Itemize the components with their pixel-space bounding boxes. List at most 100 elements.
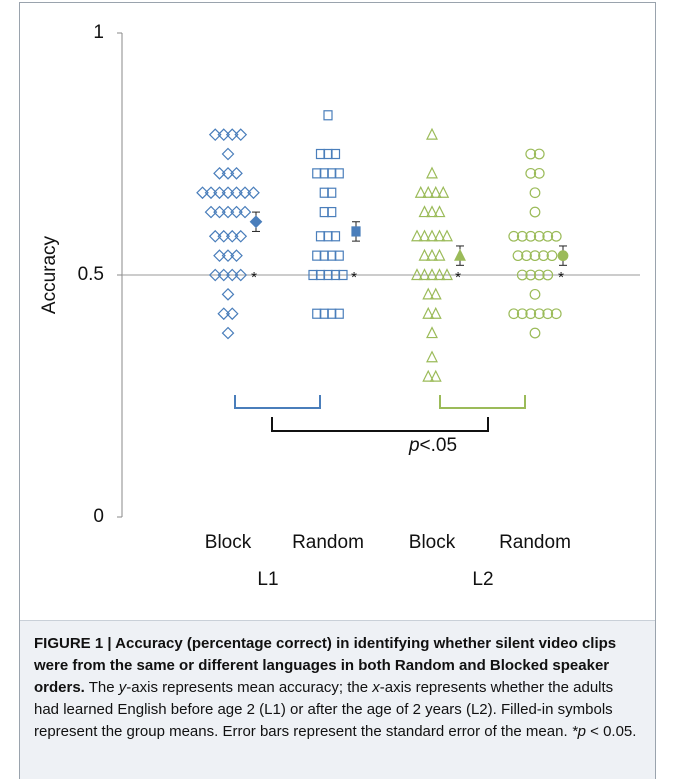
data-point: [426, 127, 438, 140]
data-point: [533, 167, 545, 179]
bracket: [234, 395, 321, 409]
data-point: [319, 250, 329, 261]
data-point: [234, 128, 248, 141]
data-point: [217, 229, 231, 243]
data-point: [508, 230, 520, 242]
y-tick-label: 1: [93, 22, 104, 43]
data-point: [521, 250, 532, 262]
data-point: [422, 287, 435, 300]
caption-text: The: [84, 679, 119, 696]
data-point: [508, 308, 520, 320]
data-point: [411, 229, 423, 242]
data-point: [238, 186, 252, 200]
data-point: [525, 269, 537, 281]
data-point: [221, 167, 235, 180]
caption: FIGURE 1 | Accuracy (percentage correct)…: [20, 620, 655, 779]
data-point: [516, 308, 528, 320]
data-point: [221, 205, 235, 219]
data-point: [221, 249, 235, 262]
data-point: [516, 269, 528, 281]
data-point: [414, 185, 427, 198]
data-point: [204, 186, 218, 200]
data-point: [426, 205, 438, 218]
data-point: [217, 128, 231, 141]
data-point: [550, 308, 562, 320]
significance-marker: *: [455, 269, 461, 286]
data-point: [234, 229, 248, 243]
data-point: [323, 110, 333, 121]
data-point: [213, 186, 226, 200]
data-point: [327, 308, 337, 319]
data-point: [230, 249, 243, 262]
data-point: [225, 307, 239, 321]
group-mean: [249, 215, 263, 229]
data-point: [538, 250, 549, 262]
y-tick-label: 0.5: [78, 264, 104, 285]
data-point: [525, 167, 537, 179]
data-point: [330, 148, 341, 160]
bracket: [439, 395, 526, 409]
data-point: [525, 308, 537, 320]
data-point: [221, 186, 235, 200]
data-point: [338, 269, 348, 281]
significance-marker: *: [558, 269, 564, 286]
data-point: [426, 350, 438, 363]
data-point: [426, 248, 438, 261]
data-point: [418, 229, 431, 242]
x-tick-label: Block: [205, 532, 252, 553]
caption-text: y: [118, 679, 127, 696]
data-point: [225, 268, 239, 282]
chart: Accuracy 0 0.5 1 Block * Random * Block * Random *…: [39, 22, 640, 590]
data-point: [225, 229, 239, 243]
data-point: [319, 308, 329, 319]
data-point: [327, 187, 337, 198]
data-point: [247, 186, 260, 200]
data-point: [221, 288, 235, 301]
data-point: [542, 269, 554, 281]
data-point: [319, 187, 329, 198]
x-tick-label: Random: [499, 532, 571, 553]
data-point: [230, 186, 243, 200]
data-point: [204, 205, 218, 219]
data-point: [533, 230, 545, 242]
data-point: [217, 268, 231, 282]
data-point: [312, 308, 322, 319]
data-point: [433, 229, 446, 242]
data-point: [429, 185, 442, 198]
data-point: [516, 230, 528, 242]
data-point: [429, 369, 442, 382]
data-point: [327, 206, 337, 218]
data-point: [441, 229, 453, 242]
data-point: [426, 229, 438, 242]
data-point: [426, 268, 438, 281]
data-point: [426, 326, 438, 339]
data-point: [525, 230, 537, 242]
bracket: [271, 417, 489, 432]
annotation: p<.05: [408, 435, 457, 456]
data-point: [225, 128, 239, 141]
group-label: L2: [472, 569, 493, 590]
data-point: [418, 205, 431, 218]
data-point: [319, 206, 329, 218]
data-point: [315, 148, 326, 160]
annotation-part: <.05: [420, 435, 458, 456]
data-point: [315, 231, 326, 242]
group-mean: [351, 226, 361, 237]
data-point: [327, 168, 337, 179]
data-point: [334, 168, 344, 179]
x-tick-label: Random: [292, 532, 364, 553]
data-point: [230, 167, 243, 180]
caption-text: -axis represents whether the adults had …: [34, 679, 614, 740]
data-point: [533, 269, 545, 281]
data-point: [529, 206, 541, 218]
data-point: [330, 231, 341, 242]
data-point: [529, 187, 541, 199]
annotation-part: p: [408, 435, 420, 456]
data-point: [221, 147, 235, 161]
data-point: [230, 205, 243, 219]
y-axis-label: Accuracy: [39, 235, 60, 314]
data-point: [418, 268, 431, 281]
data-point: [433, 248, 446, 261]
data-point: [319, 168, 329, 179]
data-point: [529, 250, 541, 262]
